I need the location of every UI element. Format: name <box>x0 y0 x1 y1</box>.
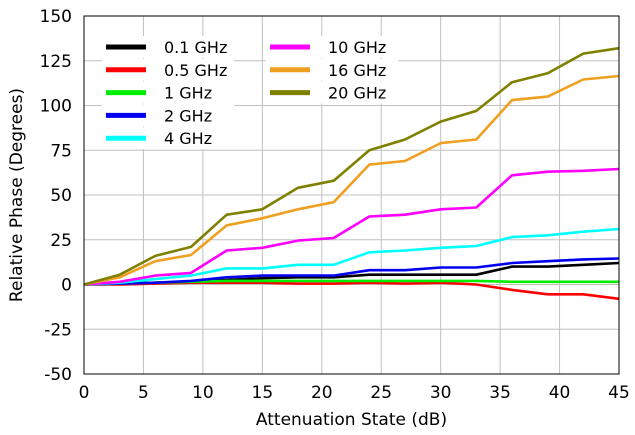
y-tick-label: -25 <box>44 320 72 340</box>
legend-bg <box>102 36 234 58</box>
y-tick-label: 75 <box>50 141 72 161</box>
y-tick-label: 0 <box>61 276 72 296</box>
legend-label: 0.1 GHz <box>164 38 227 57</box>
legend-label: 0.5 GHz <box>164 61 227 80</box>
x-tick-label: 5 <box>138 383 149 403</box>
plot-frame <box>83 15 620 375</box>
legend-bg <box>266 36 398 58</box>
x-tick-label: 45 <box>608 383 630 403</box>
legend-bg <box>266 81 398 104</box>
series-line-1 <box>84 281 620 301</box>
legend-label: 16 GHz <box>328 61 386 80</box>
y-tick-label: 125 <box>40 52 72 72</box>
legend-label: 1 GHz <box>164 84 212 103</box>
legend-label: 4 GHz <box>164 129 212 148</box>
legend-bg <box>102 58 234 81</box>
y-tick-label: 100 <box>40 97 72 117</box>
y-tick-label: -50 <box>44 365 72 385</box>
series-line-4 <box>83 227 620 286</box>
legend-bg <box>102 81 234 104</box>
x-tick-label: 40 <box>549 383 571 403</box>
y-tick-label: 25 <box>50 231 72 251</box>
series-line-3 <box>83 257 620 286</box>
x-axis-label: Attenuation State (dB) <box>256 410 447 430</box>
series-line-6 <box>83 74 620 286</box>
legend-label: 20 GHz <box>328 84 386 103</box>
legend-bg <box>102 127 234 150</box>
x-tick-label: 0 <box>79 383 90 403</box>
x-tick-label: 20 <box>311 383 333 403</box>
legend-bg <box>102 104 234 127</box>
x-tick-label: 15 <box>252 383 274 403</box>
y-tick-label: 50 <box>50 186 72 206</box>
x-tick-labels: 0 5 10 15 20 25 30 35 40 45 <box>79 383 630 403</box>
series-line-7 <box>83 46 620 286</box>
legend-label: 10 GHz <box>328 38 386 57</box>
legend-label: 2 GHz <box>164 106 212 125</box>
x-tick-label: 35 <box>489 383 511 403</box>
series-lines <box>83 46 620 301</box>
legend: 0.1 GHz 0.5 GHz 1 GHz 2 GHz 4 GHz 10 GHz 16 GH… <box>102 36 398 150</box>
legend-bg <box>266 58 398 81</box>
y-tick-label: 150 <box>40 7 72 27</box>
x-tick-label: 25 <box>370 383 392 403</box>
x-tick-label: 10 <box>192 383 214 403</box>
y-axis-label: Relative Phase (Degrees) <box>7 88 27 302</box>
series-line-5 <box>83 167 620 286</box>
y-tick-labels: -50 -25 0 25 50 75 100 125 150 <box>40 7 72 385</box>
x-tick-label: 30 <box>430 383 452 403</box>
